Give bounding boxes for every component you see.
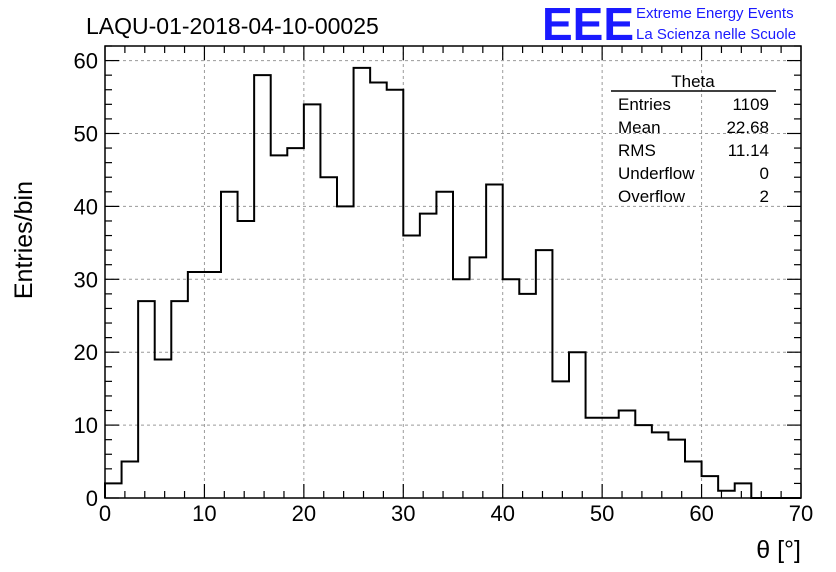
histogram-series <box>104 66 801 499</box>
x-tick-label: 10 <box>192 501 216 526</box>
x-tick-label: 0 <box>99 501 111 526</box>
stats-value: 2 <box>760 187 769 206</box>
stats-label: Mean <box>618 118 661 137</box>
x-tick-label: 30 <box>391 501 415 526</box>
stats-value: 22.68 <box>726 118 769 137</box>
stats-label: Overflow <box>618 187 686 206</box>
stats-value: 11.14 <box>728 141 769 160</box>
plot-frame <box>104 45 802 499</box>
stats-value: 0 <box>760 164 769 183</box>
y-tick-label: 30 <box>74 267 98 292</box>
y-tick-label: 60 <box>74 49 98 74</box>
stats-value: 1109 <box>732 95 769 114</box>
x-axis-label: θ [°] <box>756 536 801 564</box>
y-tick-label: 0 <box>86 486 98 511</box>
x-tick-label: 40 <box>490 501 514 526</box>
x-tick-label: 70 <box>789 501 813 526</box>
y-axis-label: Entries/bin <box>10 181 38 299</box>
x-tick-label: 60 <box>689 501 713 526</box>
logo-line-1: Extreme Energy Events <box>636 5 794 22</box>
y-tick-label: 40 <box>74 194 98 219</box>
stats-title: Theta <box>671 72 715 91</box>
eee-logo: EEE Extreme Energy Events La Scienza nel… <box>542 0 796 50</box>
eee-logo-text: EEE <box>542 0 634 50</box>
y-tick-label: 50 <box>74 121 98 146</box>
chart-title: LAQU-01-2018-04-10-00025 <box>86 13 379 39</box>
stats-label: RMS <box>618 141 656 160</box>
stats-rows: Entries 1109 Mean 22.68 RMS 11.14 Underflow 0 Ov… <box>618 95 769 206</box>
y-tick-label: 20 <box>74 340 98 365</box>
logo-line-2: La Scienza nelle Scuole <box>636 26 796 43</box>
axis-ticks <box>104 45 802 499</box>
stats-label: Underflow <box>618 164 695 183</box>
x-tick-label: 20 <box>292 501 316 526</box>
y-tick-label: 10 <box>74 413 98 438</box>
stats-box: Theta Entries 1109 Mean 22.68 RMS 11.14 Underf… <box>611 72 776 206</box>
stats-label: Entries <box>618 95 671 114</box>
x-tick-label: 50 <box>590 501 614 526</box>
